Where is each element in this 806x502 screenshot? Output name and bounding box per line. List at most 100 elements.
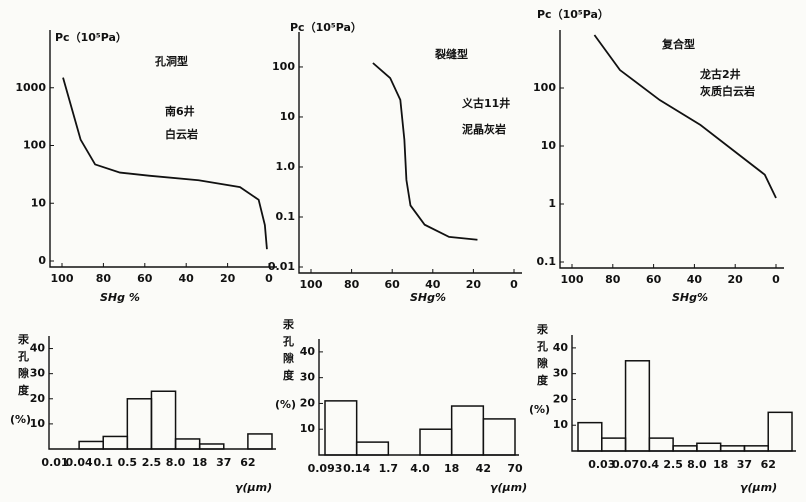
axes xyxy=(298,32,522,274)
y-tick-label: 10 xyxy=(300,422,316,435)
x-tick-label: 0.01 xyxy=(41,456,68,469)
y-tick-label: 20 xyxy=(300,396,316,409)
bar xyxy=(719,445,746,452)
annotation: 白云岩 xyxy=(165,127,198,141)
curve xyxy=(62,77,268,250)
x-label: γ(μm) xyxy=(235,481,272,494)
bar xyxy=(198,443,225,450)
bar xyxy=(78,440,104,450)
y-label: 汞孔隙度 xyxy=(536,323,549,387)
y-label: 汞孔隙度 xyxy=(17,333,30,397)
x-tick-label: 20 xyxy=(220,272,236,285)
y-tick-label: 20 xyxy=(30,392,46,405)
annotation: 灰质白云岩 xyxy=(700,84,755,98)
bar xyxy=(482,418,516,456)
x-tick-label: 0.04 xyxy=(66,456,93,469)
x-tick-label: 0.1 xyxy=(93,456,113,469)
y-tick-label: 1 xyxy=(548,197,556,210)
y-tick-label: 0.1 xyxy=(537,255,557,268)
y-tick-label: 100 xyxy=(272,60,295,73)
x-tick-label: 60 xyxy=(385,278,401,291)
x-tick-label: 37 xyxy=(737,458,752,471)
y-tick-label: 10 xyxy=(280,110,296,123)
y-tick-label: 20 xyxy=(553,392,569,405)
bar xyxy=(577,421,603,452)
bar xyxy=(126,398,153,450)
axes xyxy=(318,339,519,456)
y-label: Pc（10⁵Pa） xyxy=(537,8,609,21)
annotation: 义古11井 xyxy=(462,96,510,110)
y-unit: (%) xyxy=(10,413,31,426)
x-tick-label: 37 xyxy=(216,456,231,469)
axes xyxy=(559,30,784,269)
x-tick-label: 62 xyxy=(761,458,776,471)
x-tick-label: 0.03 xyxy=(588,458,615,471)
annotation: 泥晶灰岩 xyxy=(462,122,506,136)
x-tick-label: 0.07 xyxy=(612,458,639,471)
annotation: 复合型 xyxy=(661,37,695,51)
x-tick-label: 4.0 xyxy=(410,462,430,475)
x-label: γ(μm) xyxy=(740,481,777,494)
bar xyxy=(767,411,793,452)
bar xyxy=(324,400,358,456)
x-tick-label: 8.0 xyxy=(687,458,707,471)
y-tick-label: 30 xyxy=(30,367,46,380)
x-tick-label: 60 xyxy=(646,273,662,286)
x-tick-label: 20 xyxy=(466,278,482,291)
y-label: Pc（10⁵Pa） xyxy=(55,31,127,44)
x-tick-label: 0.14 xyxy=(343,462,370,475)
bar xyxy=(247,433,273,450)
y-tick-label: 40 xyxy=(300,345,316,358)
x-tick-label: 0.5 xyxy=(118,456,138,469)
x-tick-label: 18 xyxy=(713,458,728,471)
y-tick-label: 10 xyxy=(31,196,47,209)
axes xyxy=(49,30,277,268)
y-unit: (%) xyxy=(529,403,550,416)
x-label: SHg% xyxy=(410,291,446,304)
y-tick-label: 30 xyxy=(553,367,569,380)
bar xyxy=(696,442,722,452)
y-label: 汞孔隙度 xyxy=(282,318,295,382)
curve xyxy=(372,62,478,241)
x-tick-label: 80 xyxy=(96,272,112,285)
x-tick-label: 100 xyxy=(561,273,584,286)
y-tick-label: 0 xyxy=(38,254,46,267)
x-label: SHg% xyxy=(672,291,708,304)
bar xyxy=(672,445,698,452)
y-tick-label: 10 xyxy=(30,417,46,430)
x-tick-label: 0.4 xyxy=(640,458,660,471)
bar xyxy=(624,360,651,452)
x-tick-label: 80 xyxy=(344,278,360,291)
x-tick-label: 0 xyxy=(265,272,273,285)
bar xyxy=(450,405,485,456)
x-tick-label: 2.5 xyxy=(142,456,162,469)
x-tick-label: 60 xyxy=(137,272,153,285)
curve xyxy=(593,34,777,199)
y-tick-label: 10 xyxy=(541,139,557,152)
x-tick-label: 100 xyxy=(51,272,74,285)
x-label: SHg % xyxy=(100,291,140,304)
bar xyxy=(648,437,674,452)
annotation: 裂缝型 xyxy=(434,47,468,61)
bar xyxy=(174,438,201,450)
y-tick-label: 10 xyxy=(553,418,569,431)
annotation: 龙古2井 xyxy=(699,67,741,81)
x-tick-label: 40 xyxy=(425,278,441,291)
x-tick-label: 40 xyxy=(179,272,195,285)
axes xyxy=(571,335,796,452)
bar xyxy=(355,441,390,456)
annotation: 南6井 xyxy=(165,104,195,118)
x-tick-label: 18 xyxy=(192,456,207,469)
y-tick-label: 40 xyxy=(30,342,46,355)
x-tick-label: 2.5 xyxy=(663,458,683,471)
x-tick-label: 8.0 xyxy=(166,456,186,469)
bar xyxy=(102,435,129,450)
x-tick-label: 18 xyxy=(444,462,459,475)
bar xyxy=(150,390,177,450)
bar xyxy=(419,428,453,456)
axes xyxy=(48,336,276,450)
y-label: Pc（10⁵Pa） xyxy=(290,21,362,34)
x-tick-label: 1.7 xyxy=(379,462,399,475)
x-tick-label: 80 xyxy=(605,273,621,286)
